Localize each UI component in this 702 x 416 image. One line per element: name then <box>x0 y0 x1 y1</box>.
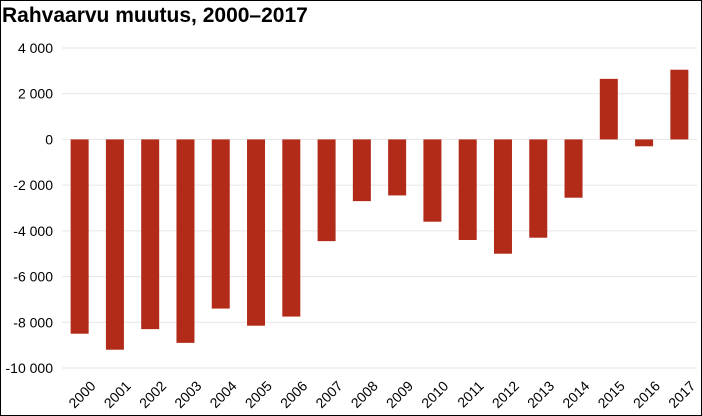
bar <box>282 139 301 317</box>
y-tick-label: 2 000 <box>18 86 53 102</box>
bar <box>352 139 371 202</box>
x-tick-label: 2013 <box>524 378 557 411</box>
x-tick-label: 2009 <box>383 378 416 411</box>
x-tick-label: 2003 <box>171 378 204 411</box>
y-tick-label: -6 000 <box>13 269 53 285</box>
bar <box>458 139 477 240</box>
y-tick-label: 0 <box>45 131 53 147</box>
x-tick-label: 2002 <box>136 378 169 411</box>
x-tick-label: 2006 <box>277 378 310 411</box>
y-tick-label: 4 000 <box>18 40 53 56</box>
bar <box>635 139 654 147</box>
x-tick-label: 2000 <box>65 378 98 411</box>
x-tick-label: 2005 <box>242 378 275 411</box>
x-tick-label: 2012 <box>489 378 522 411</box>
bar <box>493 139 512 254</box>
y-tick-label: -8 000 <box>13 314 53 330</box>
bar <box>670 69 689 140</box>
y-tick-label: -10 000 <box>6 360 54 376</box>
bar <box>564 139 583 198</box>
bar <box>529 139 548 238</box>
bar <box>105 139 124 350</box>
bar <box>317 139 336 242</box>
x-tick-label: 2015 <box>594 378 627 411</box>
x-tick-label: 2011 <box>454 378 487 411</box>
x-tick-label: 2010 <box>418 378 451 411</box>
bar <box>70 139 89 334</box>
x-tick-label: 2017 <box>665 378 698 411</box>
bar <box>423 139 442 222</box>
x-tick-label: 2007 <box>312 378 345 411</box>
bar <box>141 139 160 330</box>
x-tick-label: 2004 <box>206 378 239 411</box>
bar <box>211 139 230 309</box>
y-tick-label: -4 000 <box>13 223 53 239</box>
bar <box>247 139 266 326</box>
bar <box>176 139 195 343</box>
x-tick-label: 2016 <box>630 378 663 411</box>
bar <box>599 78 618 140</box>
bar <box>388 139 407 196</box>
x-tick-label: 2001 <box>101 378 134 411</box>
chart-title: Rahvaarvu muutus, 2000–2017 <box>2 4 308 27</box>
x-tick-label: 2008 <box>348 378 381 411</box>
y-tick-label: -2 000 <box>13 177 53 193</box>
x-tick-label: 2014 <box>559 378 592 411</box>
